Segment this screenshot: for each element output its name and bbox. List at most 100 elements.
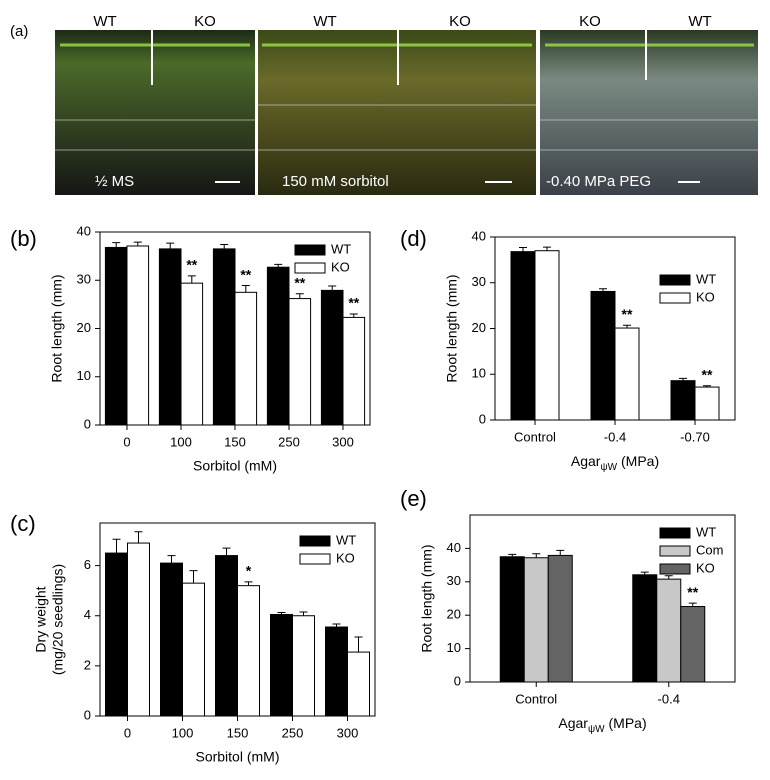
error-bar [703,385,711,388]
y-tick-label: 10 [447,640,461,655]
photo [55,30,255,195]
panel-label: (a) [10,23,28,40]
error-bar [244,581,253,586]
error-bar [166,242,175,249]
x-tick-label: 150 [227,725,249,740]
error-bar [295,293,304,299]
bar [160,562,183,717]
x-tick-label: 0 [124,725,131,740]
error-bar [167,555,176,564]
bar [534,250,560,421]
y-axis-label: Root length (mm) [419,544,435,652]
y-tick-label: 20 [472,320,486,335]
panel-label: (c) [10,511,36,536]
legend-label: WT [696,524,716,539]
significance-label: ** [294,274,305,290]
x-axis-label: Sorbitol (mM) [195,749,279,765]
x-tick-label: 100 [170,434,192,449]
y-tick-label: 4 [84,607,91,622]
photo-genotype: WT [688,13,711,30]
significance-label: ** [240,266,251,282]
x-axis-label-part: Agar [558,715,588,731]
error-bar [508,553,517,557]
photo-genotype: KO [449,13,471,30]
bar [325,626,348,717]
bar [694,386,720,421]
significance-label: ** [186,257,197,273]
y-tick-label: 20 [447,607,461,622]
bar [656,578,682,683]
error-bar [112,538,121,554]
y-axis-label: Root length (mm) [49,274,65,382]
error-bar [222,547,231,556]
panel-label: (e) [400,486,427,511]
bar [292,615,315,717]
bar [104,246,128,426]
error-bar [519,247,527,252]
error-bar [543,246,551,251]
y-tick-label: 0 [479,411,486,426]
error-bar [349,313,358,318]
error-bar [112,242,121,248]
bar [680,606,706,683]
bar [510,251,536,421]
error-bar [277,611,286,615]
legend-swatch [659,563,691,575]
y-tick-label: 30 [77,272,91,287]
y-tick-label: 30 [472,274,486,289]
x-axis-label-part: (MPa) [621,453,659,469]
error-bar [241,285,250,293]
legend-swatch [294,262,326,274]
photo [540,30,758,195]
bar [347,651,370,717]
legend-label: Com [696,542,723,557]
x-tick-label: 150 [224,434,246,449]
panel-label: (b) [10,226,37,251]
bar [547,554,573,683]
bar [126,245,150,426]
x-tick-label: Control [515,691,557,706]
error-bar [187,275,196,284]
y-tick-label: 40 [472,228,486,243]
legend-swatch [659,545,691,557]
bar [670,380,696,421]
error-bar [688,602,697,607]
error-bar [664,575,673,580]
y-axis-label: Dry weight [33,586,49,652]
error-bar [299,611,308,616]
error-bar [532,553,541,558]
error-bar [134,531,143,544]
bar [320,289,344,426]
bar [127,542,150,717]
error-bar [556,549,565,556]
y-tick-label: 0 [454,673,461,688]
legend-label: KO [696,560,715,575]
significance-label: * [246,563,252,579]
bar [342,316,366,426]
error-bar [274,263,283,268]
y-tick-label: 10 [77,368,91,383]
error-bar [623,324,631,329]
significance-label: ** [622,306,633,322]
photo-genotype: KO [194,13,216,30]
bar [234,291,258,426]
bar [266,266,290,426]
legend-swatch [659,527,691,539]
error-bar [679,377,687,381]
x-axis-label-part: Agar [571,453,601,469]
error-bar [354,636,363,653]
photo-panel: (a) WT KO WT KO KO WT ½ MS 150 mM sorbit… [10,13,758,195]
x-tick-label: Control [514,429,556,444]
error-bar [189,570,198,584]
bar [288,298,312,426]
legend-label: WT [331,241,351,256]
x-axis-label: AgarψW (MPa) [571,453,659,473]
y-tick-label: 10 [472,366,486,381]
x-tick-label: 250 [282,725,304,740]
x-tick-label: 0 [123,434,130,449]
photo-genotype: WT [313,13,336,30]
y-axis-label: (mg/20 seedlings) [50,564,66,675]
significance-label: ** [702,366,713,382]
significance-label: ** [687,584,698,600]
legend-label: KO [696,289,715,304]
